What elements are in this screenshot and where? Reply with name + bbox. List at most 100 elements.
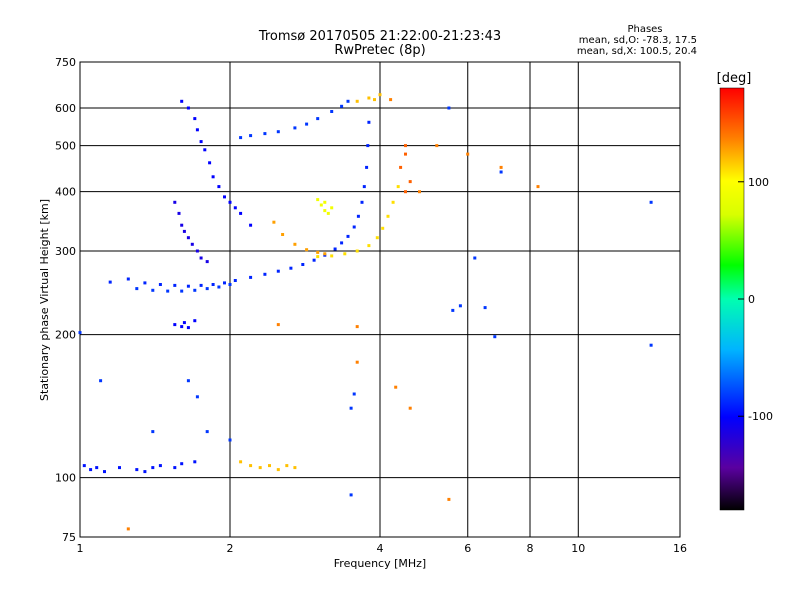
data-point: [346, 99, 350, 103]
phase-heading: Phases: [627, 24, 662, 35]
data-point: [223, 281, 226, 285]
x-tick-label: 10: [571, 542, 585, 555]
data-point: [151, 466, 155, 470]
x-tick-label: 2: [227, 542, 234, 555]
data-point: [195, 249, 199, 253]
chart-subtitle: RwPretec (8p): [334, 43, 425, 58]
data-point: [151, 288, 155, 292]
data-point: [649, 343, 653, 347]
x-axis-label: Frequency [MHz]: [334, 557, 426, 570]
y-tick-label: 400: [55, 186, 76, 199]
data-point: [396, 185, 400, 189]
data-point: [316, 255, 320, 259]
data-point: [352, 392, 356, 396]
y-tick-label: 75: [62, 531, 76, 544]
data-point: [355, 360, 359, 364]
data-point: [367, 244, 371, 248]
x-tick-label: 1: [77, 542, 84, 555]
data-point: [466, 152, 470, 156]
data-point: [343, 252, 347, 256]
data-point: [536, 185, 540, 189]
data-point: [103, 470, 106, 474]
data-point: [340, 104, 344, 108]
data-point: [249, 134, 253, 138]
data-point: [95, 466, 99, 470]
data-point: [473, 256, 477, 260]
data-point: [263, 132, 267, 136]
data-point: [381, 226, 385, 230]
data-point: [193, 288, 197, 292]
data-point: [118, 466, 121, 470]
data-point: [355, 249, 359, 253]
data-point: [349, 493, 353, 497]
data-point: [89, 468, 93, 472]
data-point: [186, 326, 190, 330]
data-point: [360, 200, 364, 204]
data-point: [186, 106, 190, 110]
data-point: [268, 464, 271, 468]
data-point: [404, 144, 407, 148]
data-point: [373, 98, 376, 102]
data-point: [330, 206, 334, 210]
x-tick-label: 6: [464, 542, 471, 555]
data-point: [182, 229, 186, 233]
data-point: [199, 256, 203, 260]
data-point: [249, 275, 253, 279]
data-point: [404, 152, 407, 156]
data-point: [249, 464, 253, 468]
data-point: [285, 464, 289, 468]
x-tick-label: 16: [673, 542, 687, 555]
data-point: [293, 466, 297, 470]
data-point: [483, 306, 487, 310]
data-point: [233, 279, 237, 282]
data-point: [365, 165, 369, 169]
data-point: [228, 438, 232, 442]
data-point: [326, 211, 330, 215]
data-point: [408, 406, 412, 410]
grid-lines: [80, 62, 680, 537]
phase-x-stats: mean, sd,X: 100.5, 20.4: [577, 46, 697, 57]
data-point: [319, 203, 323, 207]
data-point: [447, 106, 451, 110]
data-point: [217, 185, 221, 189]
data-point: [186, 236, 190, 240]
data-point: [408, 180, 412, 184]
data-point: [199, 140, 203, 144]
data-point: [276, 468, 280, 472]
data-point: [239, 136, 243, 140]
x-tick-label: 8: [527, 542, 534, 555]
data-point: [228, 200, 232, 204]
data-point: [151, 430, 155, 434]
data-point: [135, 287, 139, 291]
x-tick-labels: 1 2 4 6 8 10 16: [77, 542, 688, 555]
data-point: [352, 225, 356, 229]
data-point: [82, 464, 86, 468]
data-point: [367, 96, 371, 100]
colorbar-tick-label: 0: [748, 293, 755, 306]
data-point: [312, 258, 316, 262]
data-point: [293, 242, 297, 246]
data-point: [276, 130, 280, 134]
x-tick-label: 4: [377, 542, 384, 555]
data-point: [276, 323, 280, 327]
data-point: [205, 260, 209, 264]
data-point: [78, 331, 82, 335]
data-point: [199, 283, 203, 287]
data-point: [301, 263, 305, 266]
data-point: [239, 211, 243, 215]
data-points: [78, 93, 653, 531]
data-point: [208, 161, 212, 165]
data-point: [173, 323, 177, 327]
y-tick-label: 600: [55, 102, 76, 115]
data-point: [158, 464, 162, 468]
colorbar-ticks: 100 0 -100: [738, 176, 773, 423]
data-point: [190, 242, 194, 246]
data-point: [356, 214, 360, 218]
data-point: [211, 175, 215, 179]
data-point: [493, 335, 497, 339]
data-point: [375, 236, 379, 240]
data-point: [173, 466, 177, 470]
data-point: [135, 468, 139, 472]
data-point: [173, 283, 177, 287]
data-point: [281, 233, 285, 236]
